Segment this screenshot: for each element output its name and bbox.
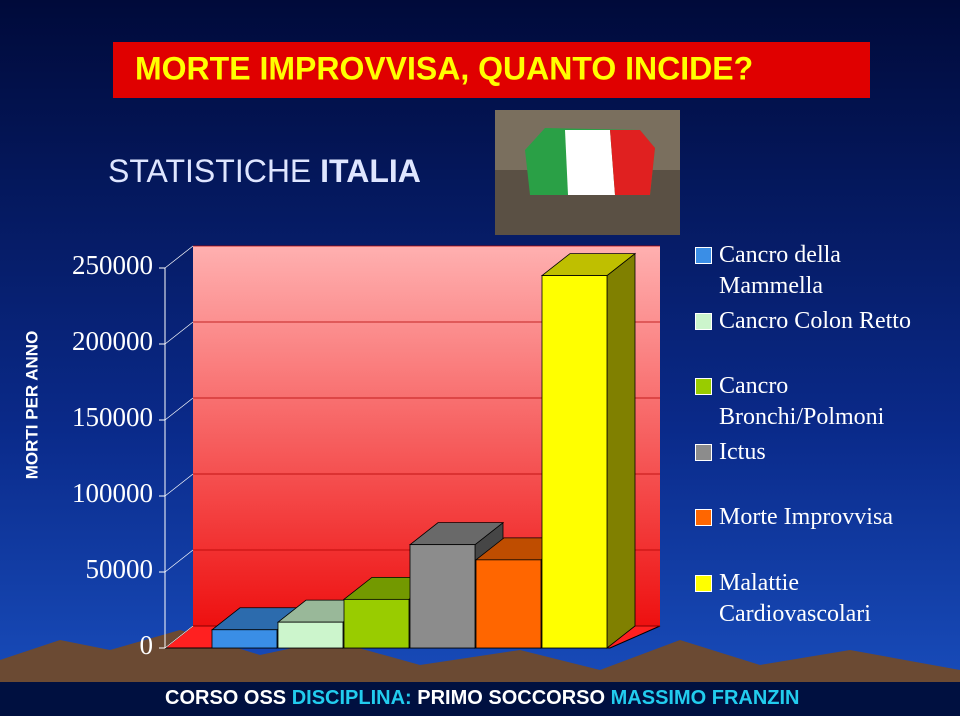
footer-author: MASSIMO FRANZIN [611, 687, 800, 709]
y-axis-title: MORTI PER ANNO [22, 331, 41, 480]
legend-label: Ictus [719, 438, 766, 465]
tick-diag [164, 625, 194, 649]
bar [211, 629, 278, 649]
tick-diag [164, 397, 194, 421]
legend-item: Cancro Colon Retto [695, 306, 935, 337]
footer: CORSO OSS DISCIPLINA: PRIMO SOCCORSO MAS… [165, 687, 800, 709]
legend-swatch [695, 443, 712, 461]
y-tick-label: 200000 [72, 326, 153, 356]
subtitle-bold: ITALIA [320, 153, 421, 189]
y-tick-label: 100000 [72, 478, 153, 508]
legend-item: Malattie Cardiovascolari [695, 568, 935, 630]
y-tick-label: 150000 [72, 402, 153, 432]
footer-bar [0, 682, 960, 716]
footer-discipline-label: DISCIPLINA: [292, 687, 412, 709]
legend-item: Cancro della Mammella [695, 240, 935, 302]
legend-item: Cancro Bronchi/Polmoni [695, 371, 935, 433]
footer-discipline: PRIMO SOCCORSO [417, 687, 605, 709]
legend-label: Cancro Colon Retto [719, 307, 911, 334]
legend-swatch [695, 509, 712, 526]
legend-swatch [695, 574, 712, 592]
legend-label: Morte Improvvisa [719, 504, 893, 530]
subtitle-light: STATISTICHE [108, 153, 311, 189]
y-tick-label: 50000 [86, 554, 154, 584]
photo [495, 110, 680, 235]
legend-label: Malattie Cardiovascolari [719, 569, 871, 627]
subtitle: STATISTICHE ITALIA [108, 153, 421, 189]
title-box [113, 42, 870, 98]
title: MORTE IMPROVVISA, QUANTO INCIDE? [135, 50, 753, 86]
legend-item: Morte Improvvisa [695, 502, 935, 533]
legend-swatch [695, 312, 712, 330]
tick-diag [164, 245, 194, 269]
bar [541, 275, 608, 649]
tick-diag [164, 473, 194, 497]
legend-label: Cancro della Mammella [719, 242, 841, 299]
y-tick-label: 0 [140, 630, 154, 660]
legend-swatch [695, 378, 712, 395]
footer-course: CORSO OSS [165, 687, 286, 709]
legend-item: Ictus [695, 437, 935, 468]
y-tick-label: 250000 [72, 250, 153, 280]
bar [277, 621, 344, 649]
bar [343, 598, 410, 649]
legend-label: Cancro Bronchi/Polmoni [719, 373, 885, 430]
bar-side [606, 252, 636, 649]
legend-swatch [695, 247, 712, 264]
bar [409, 544, 476, 649]
tick-diag [164, 321, 194, 345]
tick-diag [164, 549, 194, 573]
bar [475, 559, 542, 649]
